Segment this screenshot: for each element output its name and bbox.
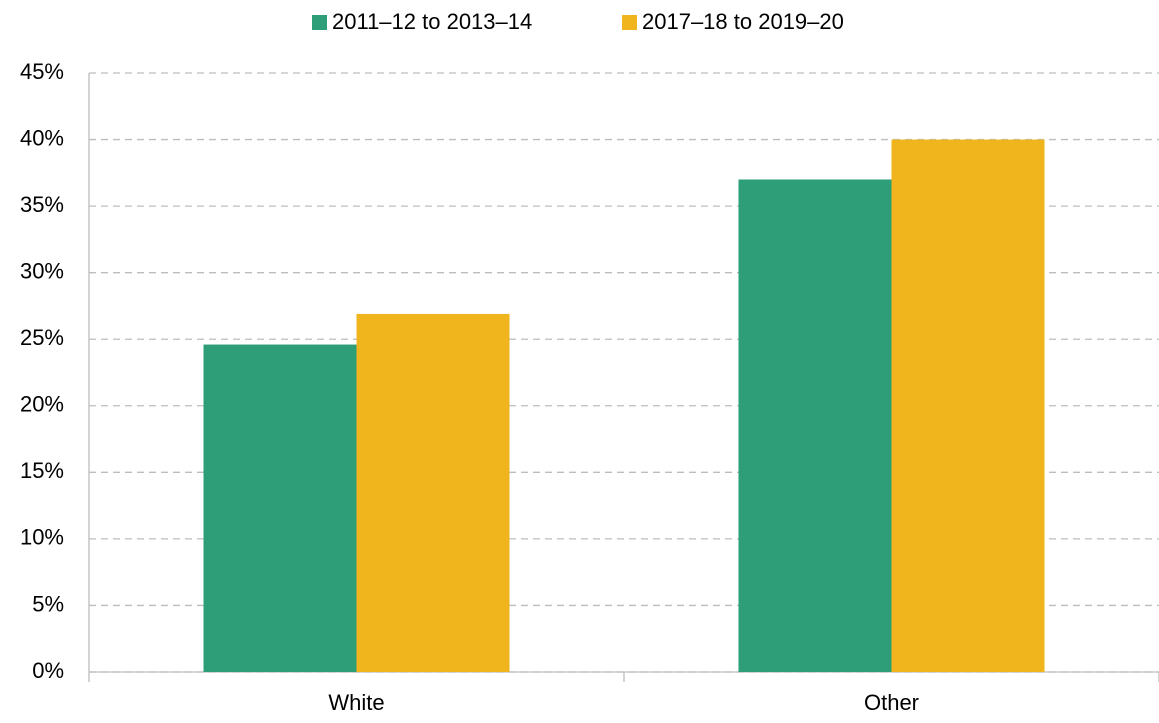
- x-tick-label: White: [328, 690, 384, 715]
- x-tick-label: Other: [864, 690, 919, 715]
- legend-label: 2011–12 to 2013–14: [332, 9, 532, 34]
- bar: [356, 313, 510, 672]
- bar: [891, 139, 1045, 673]
- bar: [738, 179, 892, 672]
- legend-label: 2017–18 to 2019–20: [642, 9, 844, 34]
- legend-swatch: [312, 15, 327, 30]
- bar: [203, 344, 357, 672]
- y-tick-label: 45%: [20, 59, 64, 84]
- legend-swatch: [622, 15, 637, 30]
- y-tick-label: 35%: [20, 192, 64, 217]
- y-tick-label: 20%: [20, 392, 64, 417]
- y-tick-label: 10%: [20, 525, 64, 550]
- y-tick-label: 40%: [20, 125, 64, 150]
- y-tick-label: 30%: [20, 258, 64, 283]
- y-tick-label: 25%: [20, 325, 64, 350]
- y-tick-label: 5%: [32, 591, 64, 616]
- y-tick-label: 15%: [20, 458, 64, 483]
- y-tick-label: 0%: [32, 658, 64, 683]
